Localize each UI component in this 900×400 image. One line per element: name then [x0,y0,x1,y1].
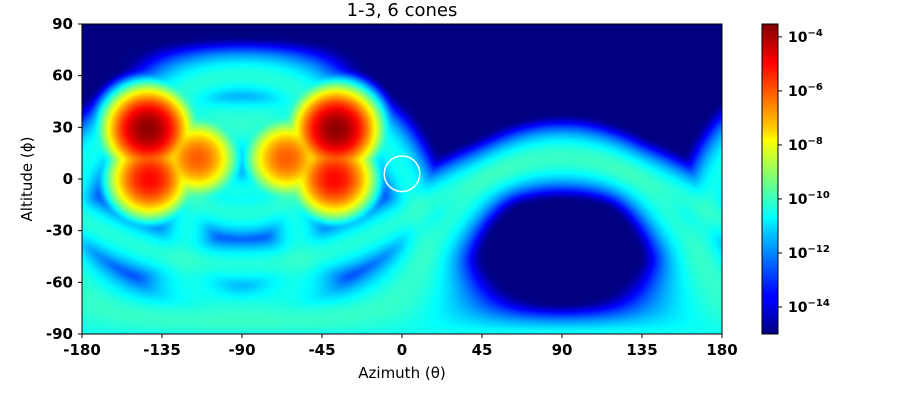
colorbar-tick-label: 10−4 [788,28,823,46]
x-axis-ticks: -180 -135 -90 -45 0 45 90 135 180 [63,334,738,359]
y-axis-ticks: -90 -60 -30 0 30 60 90 [46,15,82,343]
x-tick-label: 0 [397,341,407,359]
y-tick-label: -90 [46,325,73,343]
target-marker-circle [383,155,421,193]
colorbar-tick-label: 10−12 [788,244,830,262]
x-tick-label: -180 [63,341,101,359]
y-tick-label: 60 [52,67,73,85]
chart-title: 1-3, 6 cones [347,0,458,21]
x-tick-label: 135 [626,341,657,359]
heatmap-image [82,24,722,334]
y-tick-label: 30 [52,118,73,136]
x-tick-label: 180 [706,341,737,359]
y-tick-label: 90 [52,15,73,33]
colorbar-tick-label: 10−8 [788,136,823,154]
y-axis-label: Altitude (ϕ) [18,137,36,222]
x-tick-label: -45 [308,341,335,359]
x-axis-label: Azimuth (θ) [358,364,445,382]
colorbar-gradient [761,23,779,335]
y-tick-label: 0 [63,170,73,188]
x-tick-label: -90 [228,341,255,359]
colorbar-tick-label: 10−6 [788,82,823,100]
x-tick-label: 45 [472,341,493,359]
y-tick-label: -30 [46,222,73,240]
y-tick-label: -60 [46,273,73,291]
heatmap-area [82,24,722,334]
colorbar: 10−4 10−6 10−8 10−10 10−12 10−14 [761,23,830,335]
colorbar-tick-label: 10−10 [788,190,830,208]
colorbar-tick-label: 10−14 [788,298,830,316]
x-tick-label: -135 [143,341,181,359]
x-tick-label: 90 [552,341,573,359]
colorbar-ticks: 10−4 10−6 10−8 10−10 10−12 10−14 [778,28,830,316]
